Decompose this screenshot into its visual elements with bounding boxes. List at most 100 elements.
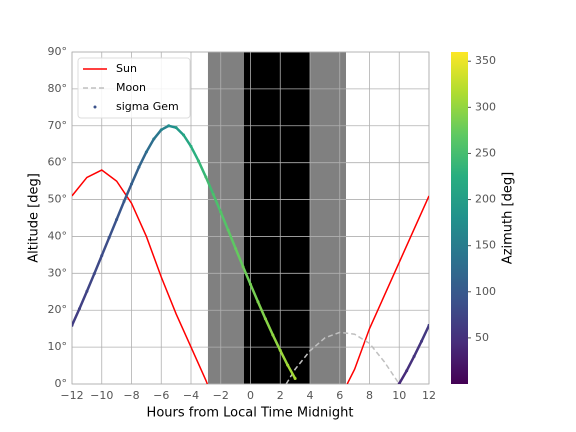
y-tick-label: 30° bbox=[48, 266, 68, 279]
point bbox=[397, 382, 401, 384]
point bbox=[420, 339, 424, 343]
point bbox=[144, 150, 148, 154]
trail-segment bbox=[271, 333, 282, 352]
legend-label: Sun bbox=[116, 62, 137, 75]
point bbox=[427, 323, 429, 327]
series-line bbox=[285, 331, 400, 384]
trail-segment bbox=[72, 307, 81, 327]
point bbox=[92, 272, 96, 276]
trail-segment bbox=[405, 355, 416, 372]
point bbox=[196, 159, 200, 163]
x-tick-label: −6 bbox=[153, 389, 169, 402]
trail-segment bbox=[174, 126, 185, 137]
x-tick-label: 10 bbox=[392, 389, 406, 402]
x-tick-label: −2 bbox=[213, 389, 229, 402]
series-line bbox=[72, 169, 429, 384]
legend-marker bbox=[93, 105, 97, 109]
point bbox=[152, 137, 156, 141]
colorbar-tick-label: 300 bbox=[475, 100, 496, 113]
colorbar-tick-label: 50 bbox=[475, 331, 489, 344]
point bbox=[278, 348, 282, 352]
colorbar-tick-label: 200 bbox=[475, 193, 496, 206]
point bbox=[100, 254, 104, 258]
y-tick-label: 50° bbox=[48, 193, 68, 206]
colorbar-tick-label: 150 bbox=[475, 239, 496, 252]
trail-segment bbox=[78, 290, 89, 310]
trail-segment bbox=[115, 200, 126, 221]
point bbox=[412, 354, 416, 358]
point bbox=[115, 217, 119, 221]
trail-segment bbox=[234, 247, 245, 268]
point bbox=[234, 247, 238, 251]
plot-area bbox=[72, 124, 429, 384]
trail-segment bbox=[107, 218, 118, 239]
trail-segment bbox=[137, 150, 148, 169]
point bbox=[122, 199, 126, 203]
colorbar-tick-label: 350 bbox=[475, 54, 496, 67]
y-tick-label: 10° bbox=[48, 340, 68, 353]
legend-box bbox=[77, 57, 191, 119]
trail-segment bbox=[286, 363, 297, 380]
point bbox=[137, 165, 141, 169]
twilight-region bbox=[243, 52, 310, 384]
x-tick-label: −4 bbox=[183, 389, 199, 402]
point bbox=[226, 228, 230, 232]
point bbox=[263, 317, 267, 321]
trail-segment bbox=[212, 193, 222, 214]
colorbar-tick-label: 250 bbox=[475, 146, 496, 159]
trail-segment bbox=[182, 133, 193, 148]
x-tick-label: 0 bbox=[247, 389, 254, 402]
y-tick-label: 0° bbox=[55, 377, 68, 390]
y-tick-label: 90° bbox=[48, 45, 68, 58]
x-tick-label: 6 bbox=[336, 389, 343, 402]
y-tick-label: 70° bbox=[48, 119, 68, 132]
y-tick-label: 20° bbox=[48, 303, 68, 316]
trail-segment bbox=[197, 159, 208, 179]
trail-segment bbox=[100, 236, 111, 257]
twilight-region bbox=[310, 52, 346, 384]
point bbox=[211, 192, 215, 196]
point bbox=[182, 133, 186, 137]
trail-segment bbox=[122, 182, 133, 203]
legend-label: sigma Gem bbox=[116, 100, 179, 113]
trail-segment bbox=[279, 349, 289, 367]
trail-segment bbox=[189, 145, 200, 163]
trail-segment bbox=[204, 175, 215, 196]
x-tick-label: 2 bbox=[277, 389, 284, 402]
point bbox=[85, 289, 89, 293]
point bbox=[167, 124, 171, 128]
x-tick-label: −10 bbox=[90, 389, 113, 402]
y-tick-label: 60° bbox=[48, 156, 68, 169]
point bbox=[241, 265, 245, 269]
point bbox=[293, 376, 297, 380]
point bbox=[256, 300, 260, 304]
colorbar-label: Azimuth [deg] bbox=[501, 172, 516, 264]
y-tick-label: 80° bbox=[48, 82, 68, 95]
trail-segment bbox=[226, 228, 237, 250]
point bbox=[219, 210, 223, 214]
plot-frame bbox=[71, 51, 430, 385]
x-tick-label: 12 bbox=[422, 389, 436, 402]
colorbar-tick-label: 100 bbox=[475, 285, 496, 298]
point bbox=[174, 126, 178, 130]
point bbox=[159, 128, 163, 132]
x-tick-label: −12 bbox=[60, 389, 83, 402]
trail-segment bbox=[241, 265, 252, 286]
trail-segment bbox=[249, 283, 260, 303]
y-tick-label: 40° bbox=[48, 229, 68, 242]
trail-segment bbox=[152, 128, 163, 141]
trail-segment bbox=[264, 317, 275, 337]
trail-segment bbox=[412, 339, 423, 358]
point bbox=[130, 182, 133, 186]
point bbox=[107, 236, 111, 240]
trail-segment bbox=[145, 137, 156, 154]
point bbox=[405, 369, 409, 373]
point bbox=[189, 144, 193, 148]
trail-segment bbox=[256, 300, 267, 320]
trail-segment bbox=[130, 165, 141, 186]
trail-segment bbox=[93, 254, 103, 275]
point bbox=[204, 175, 208, 179]
trail-segment bbox=[420, 324, 429, 343]
point bbox=[72, 323, 74, 327]
